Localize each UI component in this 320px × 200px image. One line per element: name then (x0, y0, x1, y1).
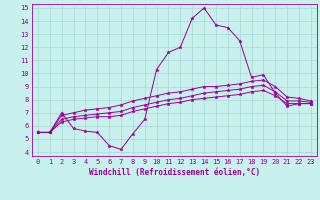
X-axis label: Windchill (Refroidissement éolien,°C): Windchill (Refroidissement éolien,°C) (89, 168, 260, 177)
